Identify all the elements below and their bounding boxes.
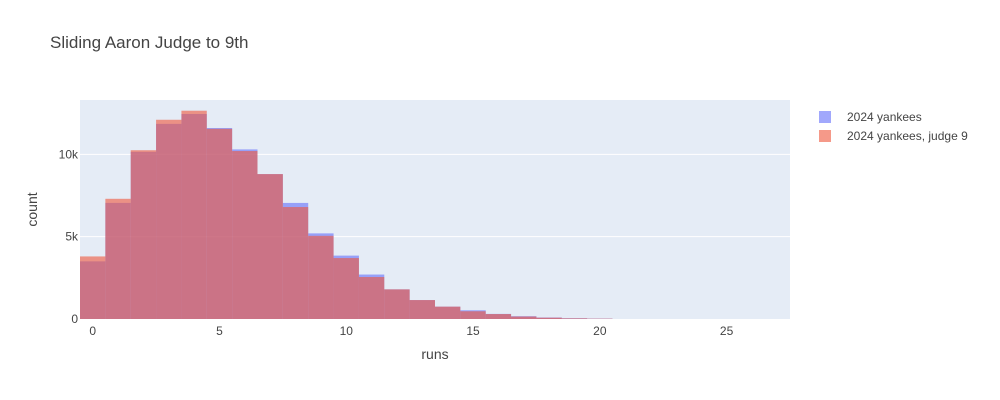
bar-series-1[interactable] [536,317,562,319]
legend-item-series-0[interactable]: 2024 yankees [818,107,968,126]
x-axis-ticks: 0 5 10 15 20 25 [89,324,733,338]
y-tick-label: 0 [71,312,78,326]
legend-swatch [819,129,831,142]
bar-series-1[interactable] [181,110,207,320]
y-tick-label: 5k [65,230,79,244]
x-tick-label: 25 [720,324,734,338]
legend-label: 2024 yankees, judge 9 [847,128,968,143]
bar-series-1[interactable] [460,311,486,319]
bar-series-1[interactable] [485,314,512,319]
y-axis-label: count [24,192,40,226]
y-axis-ticks: 0 5k 10k [59,147,79,326]
bar-series-1[interactable] [282,207,309,319]
x-tick-label: 20 [593,324,607,338]
x-axis-label: runs [421,346,448,362]
bar-series-1[interactable] [130,150,157,319]
x-tick-label: 0 [89,324,96,338]
x-tick-label: 10 [340,324,354,338]
chart-title: Sliding Aaron Judge to 9th [50,33,249,52]
legend[interactable]: 2024 yankees 2024 yankees, judge 9 [818,107,968,145]
bar-series-1[interactable] [384,289,410,319]
x-tick-label: 5 [216,324,223,338]
bar-series-1[interactable] [333,258,359,319]
bar-series-1[interactable] [358,277,385,319]
bar-series-1[interactable] [206,128,233,319]
legend-label: 2024 yankees [847,109,922,124]
bar-series-1[interactable] [435,306,461,319]
bar-series-1[interactable] [561,318,588,319]
bar-series-1[interactable] [232,151,258,319]
x-tick-label: 15 [466,324,480,338]
bar-series-1[interactable] [308,235,334,319]
legend-swatch [819,110,831,123]
bar-series-1[interactable] [156,119,182,319]
legend-item-series-1[interactable]: 2024 yankees, judge 9 [818,126,968,145]
bar-series-1[interactable] [105,198,131,319]
bar-series-1[interactable] [257,174,283,319]
bar-series-1[interactable] [511,316,537,319]
y-tick-label: 10k [59,147,79,161]
bar-series-1[interactable] [409,300,435,319]
bar-series-1[interactable] [80,256,106,319]
bars [80,110,613,320]
